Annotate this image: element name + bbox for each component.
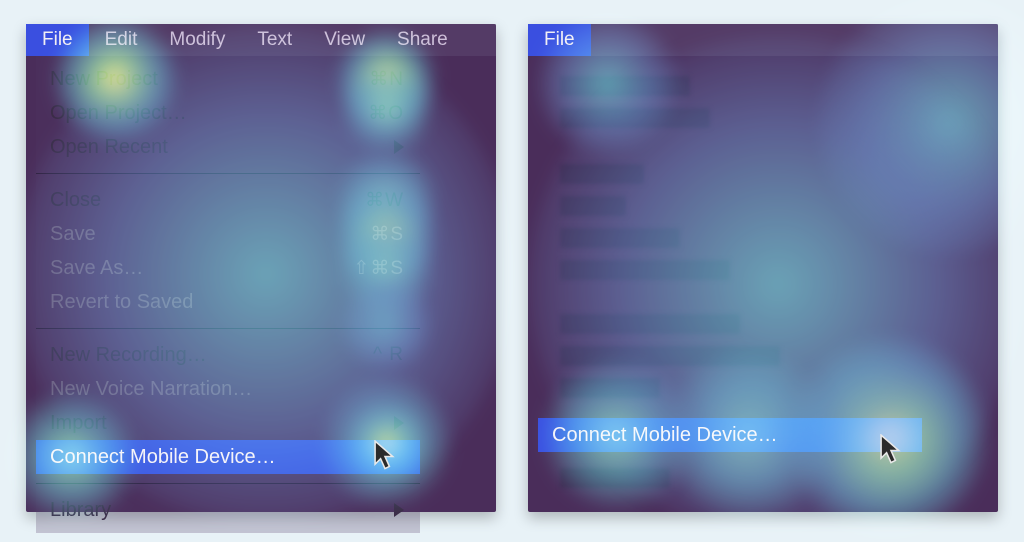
menubar-item-edit[interactable]: Edit: [89, 24, 154, 56]
menu-item-shortcut: ^ R: [373, 344, 404, 366]
menubar-item-view[interactable]: View: [308, 24, 381, 56]
menu-item-label: Open Project…: [50, 102, 187, 125]
menu-item-open-recent[interactable]: Open Recent: [36, 130, 420, 164]
menu-item-shortcut: ⇧⌘S: [353, 257, 404, 280]
blurred-menu-item: [560, 260, 730, 280]
menu-item-label: New Recording…: [50, 344, 207, 367]
blurred-menu-item: [560, 468, 670, 488]
menu-item-new-voice-narration: New Voice Narration…: [36, 372, 420, 406]
menu-separator: [36, 328, 420, 329]
menubar-item-label: Text: [257, 29, 292, 51]
menubar: File Edit Modify Text View Share: [26, 24, 496, 56]
menu-separator: [36, 483, 420, 484]
menubar-item-label: File: [544, 29, 575, 51]
menubar-item-label: Modify: [169, 29, 225, 51]
heatmap-panel-blurred-menu: File Connect Mobile Device…: [528, 24, 998, 512]
blurred-menu-item: [560, 76, 690, 96]
blurred-menu-item: [560, 196, 626, 216]
menu-item-label: Open Recent: [50, 136, 168, 159]
menu-item-shortcut: ⌘W: [365, 189, 404, 212]
file-menu-dropdown: New Project ⌘N Open Project… ⌘O Open Recent C…: [36, 56, 420, 533]
menubar-item-label: File: [42, 29, 73, 51]
menu-item-label: Connect Mobile Device…: [552, 424, 778, 447]
blurred-menu-item: [560, 228, 680, 248]
menu-item-label: Revert to Saved: [50, 291, 193, 314]
heatmap-panel-full-menu: File Edit Modify Text View Share New Project ⌘…: [26, 24, 496, 512]
menu-item-open-project[interactable]: Open Project… ⌘O: [36, 96, 420, 130]
menubar-item-modify[interactable]: Modify: [153, 24, 241, 56]
menu-item-shortcut: ⌘S: [370, 223, 404, 246]
blurred-menu-item: [560, 346, 780, 366]
menubar-item-text[interactable]: Text: [241, 24, 308, 56]
menu-item-label: New Voice Narration…: [50, 378, 252, 401]
menu-item-close[interactable]: Close ⌘W: [36, 183, 420, 217]
menu-item-label: Close: [50, 189, 101, 212]
menu-item-connect-mobile-device[interactable]: Connect Mobile Device…: [538, 418, 922, 452]
menu-item-library[interactable]: Library: [36, 493, 420, 527]
menu-item-label: Save: [50, 223, 96, 246]
menu-item-new-recording[interactable]: New Recording… ^ R: [36, 338, 420, 372]
menu-item-label: Save As…: [50, 257, 143, 280]
menu-item-revert-to-saved: Revert to Saved: [36, 285, 420, 319]
blurred-menu-item: [560, 108, 710, 128]
menubar-item-label: Share: [397, 29, 448, 51]
menubar-item-file[interactable]: File: [26, 24, 89, 56]
blurred-menu-item: [560, 378, 660, 398]
menu-separator: [36, 173, 420, 174]
menubar-item-label: View: [324, 29, 365, 51]
menubar-item-share[interactable]: Share: [381, 24, 464, 56]
menubar-item-file[interactable]: File: [528, 24, 591, 56]
submenu-arrow-icon: [394, 416, 404, 430]
menu-item-shortcut: ⌘O: [368, 102, 404, 125]
menu-item-shortcut: ⌘N: [369, 68, 404, 91]
menu-item-save: Save ⌘S: [36, 217, 420, 251]
blurred-menu-item: [560, 164, 644, 184]
menu-item-label: Connect Mobile Device…: [50, 446, 276, 469]
submenu-arrow-icon: [394, 140, 404, 154]
menu-item-connect-mobile-device[interactable]: Connect Mobile Device…: [36, 440, 420, 474]
blurred-menu-item: [560, 314, 740, 334]
menubar-item-label: Edit: [105, 29, 138, 51]
menu-item-label: New Project: [50, 68, 158, 91]
menu-item-save-as: Save As… ⇧⌘S: [36, 251, 420, 285]
menu-item-label: Import: [50, 412, 107, 435]
menu-item-import[interactable]: Import: [36, 406, 420, 440]
submenu-arrow-icon: [394, 503, 404, 517]
menu-item-new-project[interactable]: New Project ⌘N: [36, 62, 420, 96]
menubar: File: [528, 24, 998, 56]
menu-item-label: Library: [50, 499, 111, 522]
